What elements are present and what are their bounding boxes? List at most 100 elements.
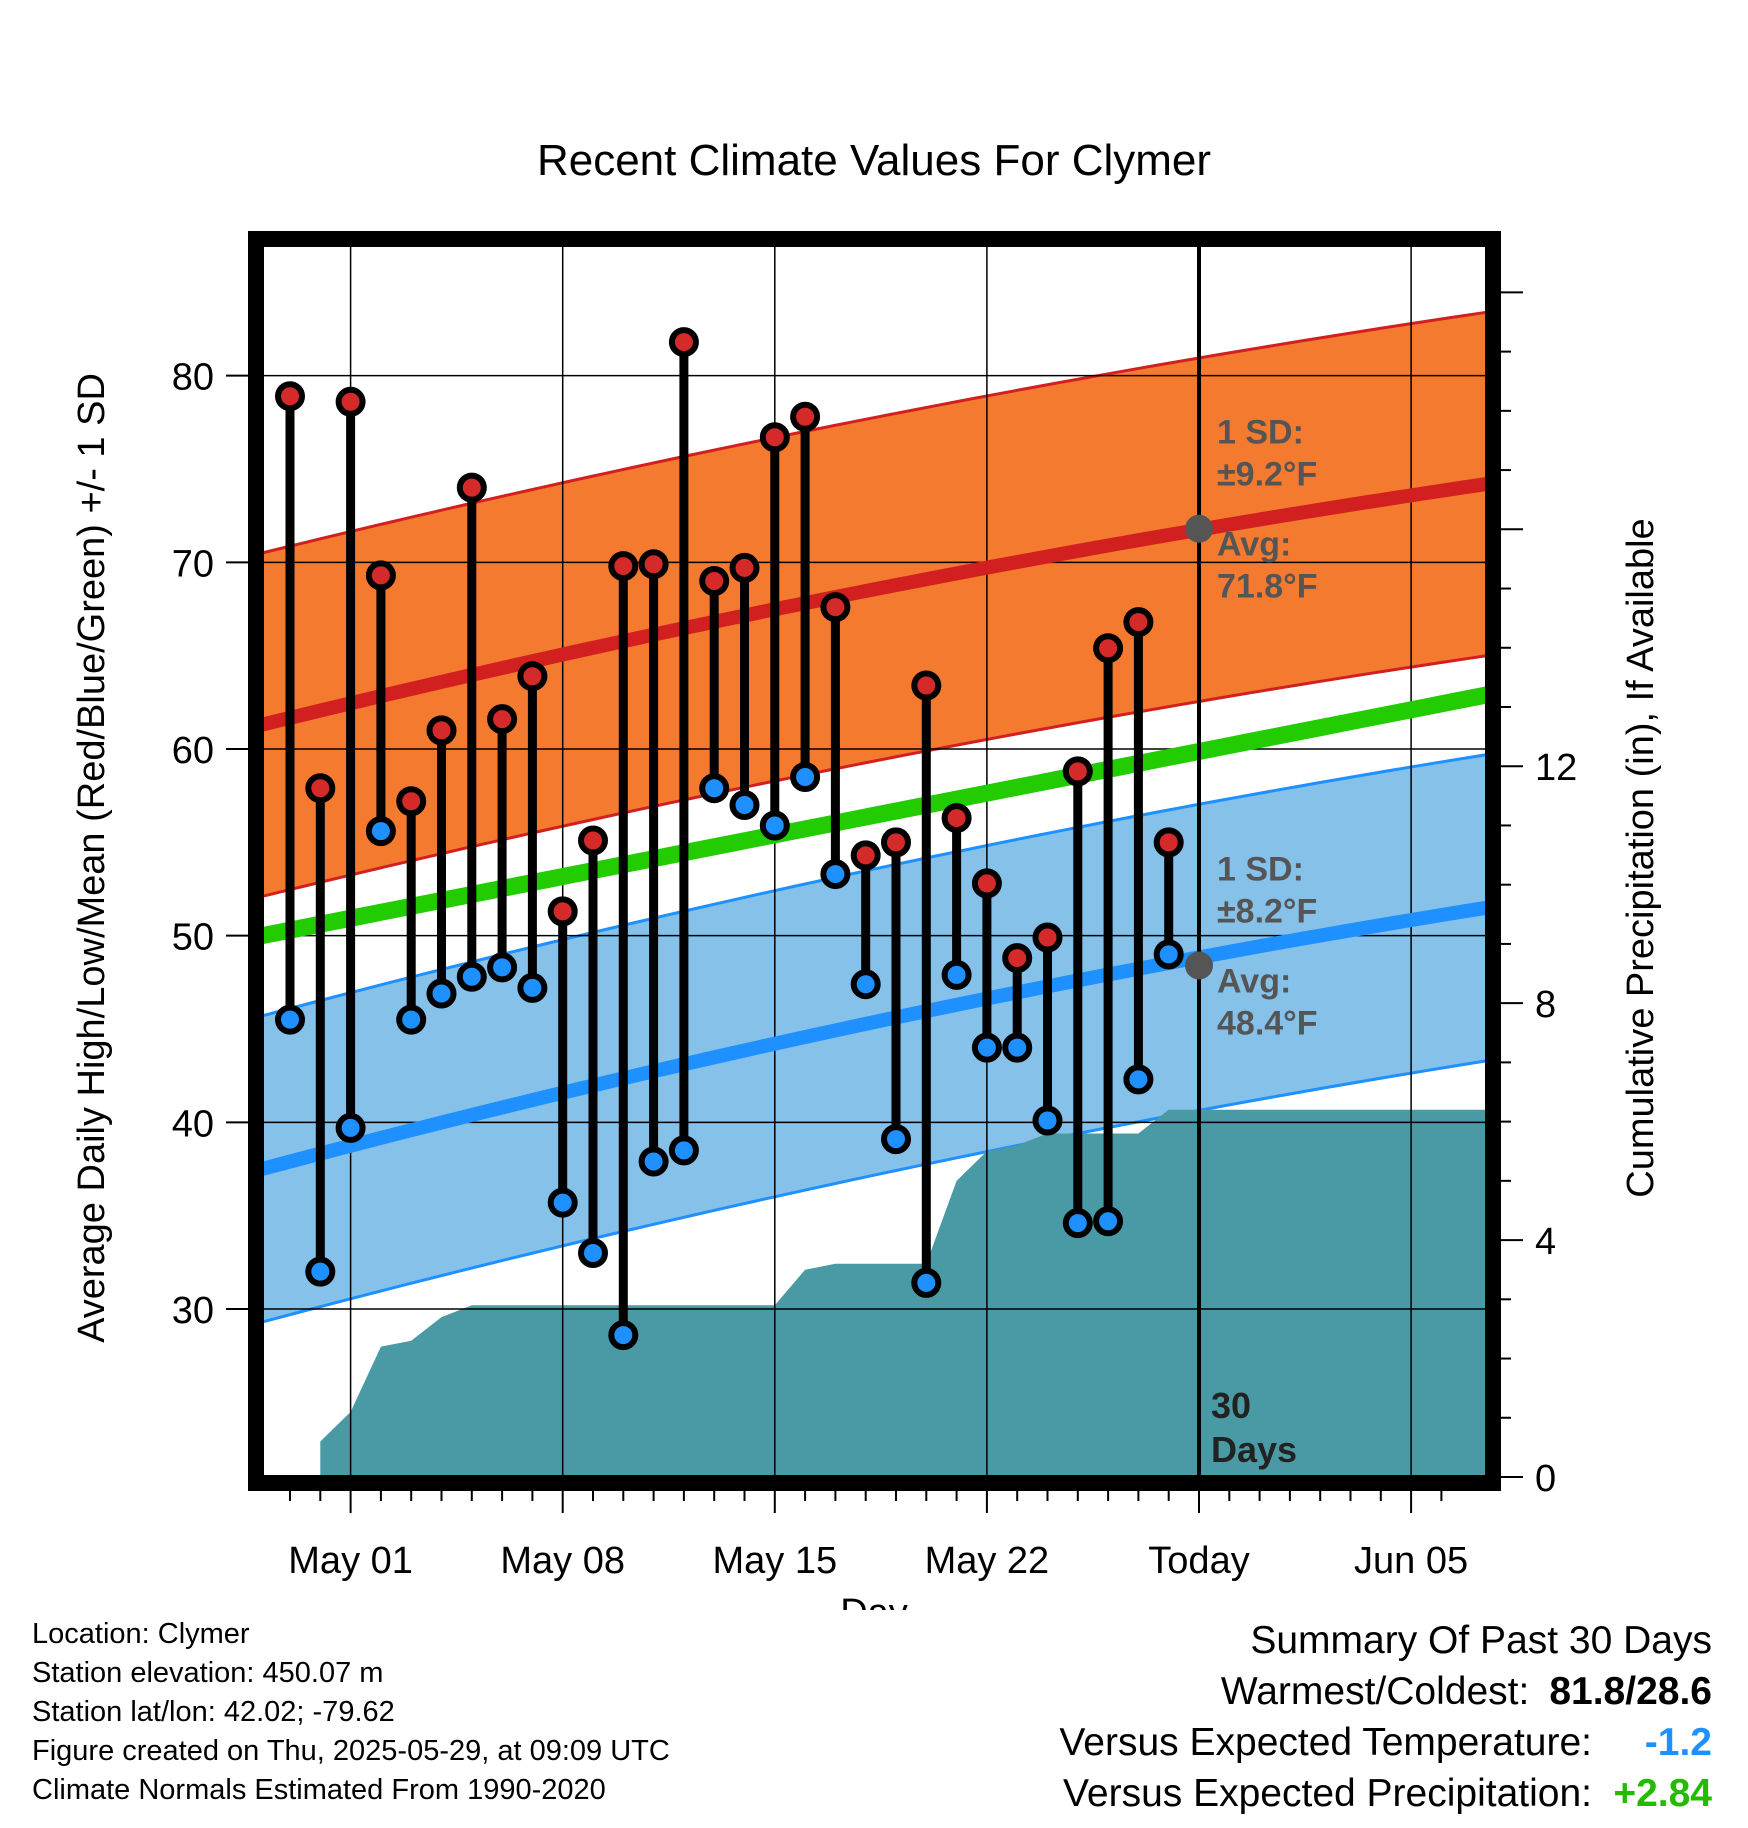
temp-label: Versus Expected Temperature: (1059, 1721, 1592, 1764)
high-avg-label: Avg: (1217, 526, 1291, 564)
daily-low-point (850, 969, 881, 1000)
climate-chart: Recent Climate Values For Clymer 1 SD: ±9… (71, 136, 1662, 1610)
daily-low-point (820, 859, 851, 890)
daily-high-point (456, 472, 487, 503)
summary-precip-row: Versus Expected Precipitation: +2.84 (1059, 1768, 1712, 1819)
created-text: Figure created on Thu, 2025-05-29, at 09… (32, 1735, 670, 1767)
daily-low-point (578, 1238, 608, 1268)
summary-panel: Summary Of Past 30 Days Warmest/Coldest:… (1059, 1615, 1712, 1819)
daily-high-point (517, 661, 548, 692)
summary-title: Summary Of Past 30 Days (1250, 1619, 1712, 1662)
station-info: Location: Clymer Station elevation: 450.… (32, 1615, 670, 1810)
precip-value: +2.84 (1613, 1772, 1712, 1815)
plot-area: 1 SD: ±9.2°F Avg: 71.8°F 1 SD: ±8.2°F Avg: 48.4… (172, 231, 1577, 1582)
temp-value: -1.2 (1644, 1721, 1712, 1764)
daily-low-point (335, 1112, 366, 1143)
daily-high-point (941, 803, 972, 834)
high-sd-upper-line (261, 310, 1488, 555)
y-tick-label: 70 (172, 543, 214, 585)
daily-low-point (1062, 1208, 1093, 1239)
daily-high-point (1153, 827, 1184, 858)
y-tick-label: 50 (172, 917, 214, 959)
daily-high-point (668, 327, 699, 358)
daily-high-point (275, 381, 305, 412)
daily-high-point (487, 704, 518, 735)
daily-high-point (547, 896, 578, 927)
daily-low-point (305, 1256, 336, 1287)
summary-warm-cold-row: Warmest/Coldest: 81.8/28.6 (1059, 1666, 1712, 1717)
low-avg-value: 48.4°F (1217, 1005, 1318, 1043)
days-word-label: Days (1211, 1429, 1297, 1470)
normal-low-line (260, 900, 1489, 1176)
daily-low-point (759, 810, 790, 841)
daily-high-point (365, 560, 396, 591)
daily-low-point (790, 762, 821, 792)
precipitation-area (320, 1109, 1487, 1477)
daily-high-point (729, 552, 760, 583)
x-tick-label: May 15 (712, 1540, 837, 1582)
daily-low-point (1002, 1032, 1033, 1063)
summary-temp-row: Versus Expected Temperature: -1.2 (1059, 1717, 1712, 1768)
daily-high-point (1002, 943, 1033, 974)
x-axis-label: Day (840, 1592, 908, 1610)
daily-high-point (638, 549, 669, 580)
normals-text: Climate Normals Estimated From 1990-2020 (32, 1774, 606, 1806)
plot-frame (248, 231, 1501, 1491)
daily-low-point (456, 961, 487, 992)
daily-high-point (578, 825, 608, 856)
daily-high-point (608, 551, 639, 582)
daily-high-point (881, 827, 911, 858)
latlon-text: Station lat/lon: 42.02; -79.62 (32, 1696, 395, 1728)
low-sd-value: ±8.2°F (1217, 893, 1317, 931)
daily-high-point (1123, 607, 1154, 638)
low-sd-band (262, 754, 1487, 1323)
daily-low-point (426, 978, 457, 1009)
low-sd-label: 1 SD: (1217, 851, 1304, 889)
high-avg-value: 71.8°F (1217, 568, 1318, 606)
daily-high-point (699, 566, 730, 596)
daily-low-point (668, 1135, 699, 1166)
normal-mean-line (260, 686, 1489, 945)
x-tick-label: Jun 05 (1354, 1540, 1468, 1582)
daily-low-point (1093, 1206, 1124, 1237)
x-tick-label: May 08 (500, 1540, 625, 1582)
daily-low-point (396, 1004, 427, 1035)
warm-cold-value: 81.8/28.6 (1549, 1670, 1712, 1713)
daily-high-point (396, 786, 427, 817)
high-sd-lower-line (261, 654, 1488, 898)
high-sd-label: 1 SD: (1217, 414, 1304, 452)
warm-cold-label: Warmest/Coldest: (1220, 1670, 1530, 1713)
daily-low-point (729, 790, 760, 820)
daily-low-point (1123, 1064, 1154, 1095)
daily-low-point (941, 959, 972, 990)
y2-tick-label: 0 (1535, 1458, 1556, 1500)
y-tick-label: 60 (172, 730, 214, 772)
high-sd-band (262, 312, 1487, 897)
y-tick-label: 30 (172, 1290, 214, 1332)
chart-title: Recent Climate Values For Clymer (537, 136, 1211, 185)
normal-high-line (260, 477, 1489, 732)
y2-tick-label: 8 (1535, 984, 1556, 1026)
daily-low-point (517, 972, 548, 1003)
daily-low-point (275, 1004, 305, 1035)
daily-high-point (426, 715, 457, 746)
daily-low-point (547, 1187, 578, 1218)
daily-low-point (365, 816, 396, 847)
elevation-text: Station elevation: 450.07 m (32, 1657, 384, 1689)
today-high-avg-marker (1185, 514, 1213, 543)
daily-high-point (850, 840, 881, 871)
daily-low-point (1032, 1105, 1063, 1136)
y2-axis-label: Cumulative Precipitation (in), If Availa… (1620, 518, 1662, 1197)
y-axis-label: Average Daily High/Low/Mean (Red/Blue/Gr… (71, 373, 113, 1343)
daily-high-point (1093, 633, 1124, 664)
y-tick-label: 40 (172, 1103, 214, 1145)
daily-high-point (971, 868, 1002, 899)
daily-low-point (1153, 939, 1184, 970)
daily-low-point (699, 773, 730, 804)
y-tick-label: 80 (172, 357, 214, 399)
daily-high-point (820, 592, 851, 623)
daily-high-point (1032, 922, 1063, 953)
low-avg-label: Avg: (1217, 963, 1291, 1001)
daily-high-point (911, 670, 942, 701)
daily-low-point (911, 1267, 942, 1298)
